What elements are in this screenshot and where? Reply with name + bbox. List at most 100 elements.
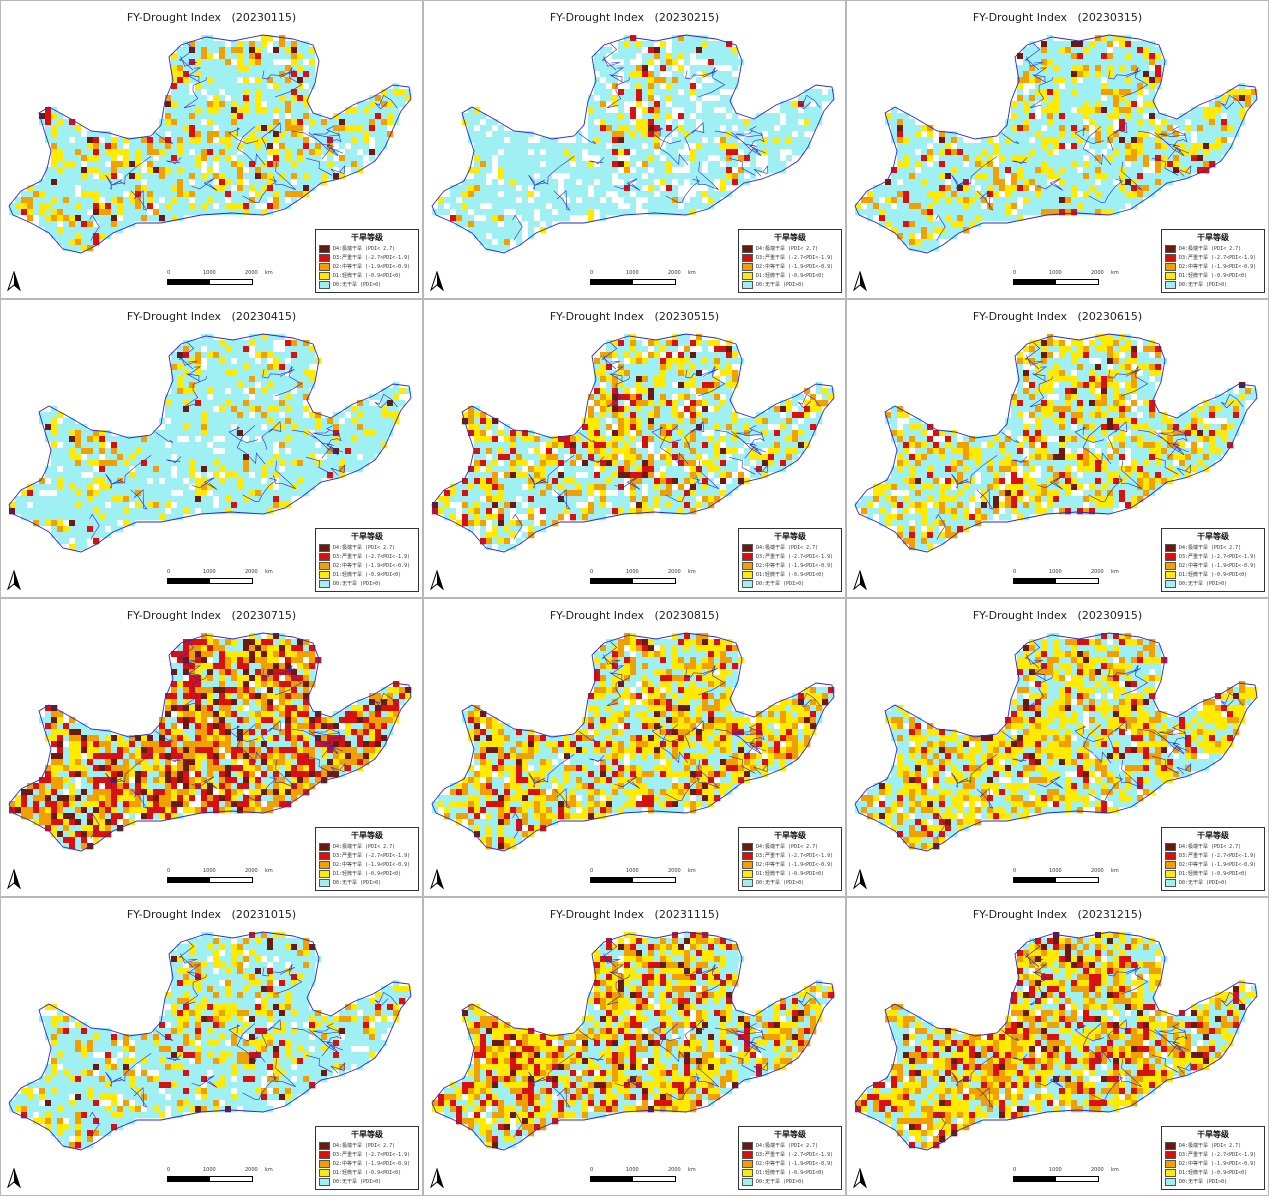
north-arrow-icon bbox=[430, 271, 444, 291]
legend-swatch bbox=[1165, 253, 1176, 262]
legend-swatch bbox=[319, 1141, 330, 1150]
district-boundaries bbox=[512, 940, 821, 1138]
district-boundaries bbox=[935, 940, 1244, 1138]
legend-label: D1:轻微干旱 (-0.9<PDI<0) bbox=[1179, 871, 1248, 877]
legend-label: D0:无干旱 (PDI>0) bbox=[333, 1179, 382, 1185]
legend-label: D2:中等干旱 (-1.9<PDI<-0.9) bbox=[756, 563, 834, 569]
basin-outline bbox=[8, 632, 412, 852]
legend-label: D3:严重干旱 (-2.7<PDI<-1.9) bbox=[1179, 255, 1257, 261]
legend: 干旱等级 D4:极端干旱 (PDI< 2.7) D3:严重干旱 (-2.7<PDI<… bbox=[1161, 528, 1265, 592]
legend-title: 干旱等级 bbox=[1197, 831, 1229, 840]
legend-item: D3:严重干旱 (-2.7<PDI<-1.9) bbox=[1162, 552, 1264, 561]
panel-title: FY-Drought Index (20230915) bbox=[972, 609, 1143, 622]
legend-label: D3:严重干旱 (-2.7<PDI<-1.9) bbox=[1179, 1152, 1257, 1158]
district-boundaries bbox=[512, 342, 821, 540]
scale-label-end: 2000 bbox=[1091, 270, 1104, 276]
legend-swatch bbox=[742, 1159, 753, 1168]
legend-item: D3:严重干旱 (-2.7<PDI<-1.9) bbox=[739, 851, 841, 860]
scale-bar: 0 1000 2000 km bbox=[167, 569, 287, 589]
legend-item: D2:中等干旱 (-1.9<PDI<-0.9) bbox=[739, 860, 841, 869]
drought-map bbox=[431, 931, 835, 1151]
legend-label: D2:中等干旱 (-1.9<PDI<-0.9) bbox=[333, 1161, 411, 1167]
legend-label: D1:轻微干旱 (-0.9<PDI<0) bbox=[1179, 273, 1248, 279]
legend-swatch bbox=[742, 271, 753, 280]
drought-map-panel: FY-Drought Index (20230615) 干旱等级 D4:极端干旱 (… bbox=[846, 299, 1269, 598]
legend-swatch bbox=[1165, 543, 1176, 552]
legend-swatch bbox=[319, 552, 330, 561]
legend-label: D0:无干旱 (PDI>0) bbox=[333, 880, 382, 886]
drought-map-panel: FY-Drought Index (20230915) 干旱等级 D4:极端干旱 (… bbox=[846, 598, 1269, 897]
legend-title: 干旱等级 bbox=[351, 233, 383, 242]
legend-item: D4:极端干旱 (PDI< 2.7) bbox=[1162, 244, 1264, 253]
legend-label: D0:无干旱 (PDI>0) bbox=[756, 1179, 805, 1185]
drought-map bbox=[854, 632, 1258, 852]
legend-item: D4:极端干旱 (PDI< 2.7) bbox=[316, 842, 418, 851]
legend: 干旱等级 D4:极端干旱 (PDI< 2.7) D3:严重干旱 (-2.7<PDI<… bbox=[315, 528, 419, 592]
legend-label: D4:极端干旱 (PDI< 2.7) bbox=[333, 844, 396, 850]
legend-item: D1:轻微干旱 (-0.9<PDI<0) bbox=[1162, 1168, 1264, 1177]
legend-label: D1:轻微干旱 (-0.9<PDI<0) bbox=[1179, 1170, 1248, 1176]
scale-unit: km bbox=[265, 569, 273, 575]
legend-swatch bbox=[1165, 1177, 1176, 1186]
legend-swatch bbox=[1165, 552, 1176, 561]
scale-bar: 0 1000 2000 km bbox=[590, 270, 710, 290]
legend-item: D3:严重干旱 (-2.7<PDI<-1.9) bbox=[1162, 253, 1264, 262]
panel-title: FY-Drought Index (20231115) bbox=[549, 908, 720, 921]
scale-label-start: 0 bbox=[590, 569, 594, 575]
legend-title: 干旱等级 bbox=[1197, 1130, 1229, 1139]
panel-title: FY-Drought Index (20230115) bbox=[126, 11, 297, 24]
scale-bar: 0 1000 2000 km bbox=[590, 569, 710, 589]
legend-swatch bbox=[1165, 878, 1176, 887]
north-arrow-icon bbox=[430, 570, 444, 590]
scale-label-end: 2000 bbox=[668, 569, 681, 575]
basin-outline bbox=[8, 34, 412, 254]
legend-label: D1:轻微干旱 (-0.9<PDI<0) bbox=[756, 871, 825, 877]
drought-map-panel: FY-Drought Index (20231215) 干旱等级 D4:极端干旱 (… bbox=[846, 897, 1269, 1196]
scale-label-start: 0 bbox=[1013, 1167, 1017, 1173]
panel-title: FY-Drought Index (20230215) bbox=[549, 11, 720, 24]
scale-unit: km bbox=[1111, 868, 1119, 874]
drought-map bbox=[8, 34, 412, 254]
legend-swatch bbox=[319, 280, 330, 289]
basin-outline bbox=[854, 632, 1258, 852]
legend-label: D1:轻微干旱 (-0.9<PDI<0) bbox=[333, 572, 402, 578]
scale-label-mid: 1000 bbox=[1049, 1167, 1062, 1173]
scale-unit: km bbox=[688, 270, 696, 276]
legend-swatch bbox=[319, 851, 330, 860]
legend-item: D0:无干旱 (PDI>0) bbox=[316, 878, 418, 887]
legend-item: D0:无干旱 (PDI>0) bbox=[1162, 280, 1264, 289]
legend-label: D4:极端干旱 (PDI< 2.7) bbox=[1179, 246, 1242, 252]
legend-item: D2:中等干旱 (-1.9<PDI<-0.9) bbox=[1162, 262, 1264, 271]
legend-swatch bbox=[319, 262, 330, 271]
legend: 干旱等级 D4:极端干旱 (PDI< 2.7) D3:严重干旱 (-2.7<PDI<… bbox=[1161, 827, 1265, 891]
scale-label-start: 0 bbox=[590, 868, 594, 874]
legend-label: D2:中等干旱 (-1.9<PDI<-0.9) bbox=[756, 862, 834, 868]
legend-swatch bbox=[319, 271, 330, 280]
drought-map-panel: FY-Drought Index (20230815) 干旱等级 D4:极端干旱 (… bbox=[423, 598, 846, 897]
legend-label: D4:极端干旱 (PDI< 2.7) bbox=[756, 1143, 819, 1149]
legend-title: 干旱等级 bbox=[774, 233, 806, 242]
scale-label-mid: 1000 bbox=[626, 868, 639, 874]
legend-item: D3:严重干旱 (-2.7<PDI<-1.9) bbox=[316, 1150, 418, 1159]
drought-raster bbox=[432, 334, 835, 551]
drought-map bbox=[854, 931, 1258, 1151]
scale-label-mid: 1000 bbox=[626, 270, 639, 276]
legend-swatch bbox=[1165, 1159, 1176, 1168]
legend-swatch bbox=[1165, 851, 1176, 860]
legend-label: D4:极端干旱 (PDI< 2.7) bbox=[333, 246, 396, 252]
north-arrow-icon bbox=[7, 869, 21, 889]
drought-map-panel: FY-Drought Index (20230315) 干旱等级 D4:极端干旱 (… bbox=[846, 0, 1269, 299]
legend: 干旱等级 D4:极端干旱 (PDI< 2.7) D3:严重干旱 (-2.7<PDI<… bbox=[738, 229, 842, 293]
legend-swatch bbox=[742, 851, 753, 860]
legend-item: D2:中等干旱 (-1.9<PDI<-0.9) bbox=[739, 262, 841, 271]
legend-item: D2:中等干旱 (-1.9<PDI<-0.9) bbox=[316, 561, 418, 570]
north-arrow-icon bbox=[430, 1168, 444, 1188]
legend-swatch bbox=[742, 878, 753, 887]
basin-outline bbox=[8, 931, 412, 1151]
legend-item: D3:严重干旱 (-2.7<PDI<-1.9) bbox=[1162, 1150, 1264, 1159]
legend-label: D0:无干旱 (PDI>0) bbox=[756, 880, 805, 886]
scale-label-start: 0 bbox=[1013, 270, 1017, 276]
legend-item: D3:严重干旱 (-2.7<PDI<-1.9) bbox=[316, 253, 418, 262]
legend-label: D1:轻微干旱 (-0.9<PDI<0) bbox=[756, 572, 825, 578]
district-boundaries bbox=[89, 342, 398, 540]
